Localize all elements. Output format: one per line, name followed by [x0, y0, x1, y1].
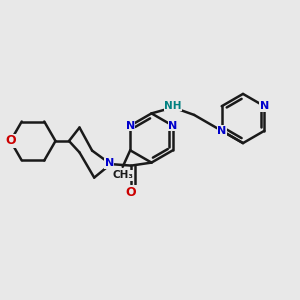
Text: N: N — [126, 121, 135, 131]
Text: CH₃: CH₃ — [112, 170, 133, 180]
Text: N: N — [105, 158, 114, 169]
Text: N: N — [168, 121, 177, 131]
Text: O: O — [5, 134, 16, 148]
Text: O: O — [126, 186, 136, 199]
Text: N: N — [217, 126, 226, 136]
Text: NH: NH — [164, 101, 182, 111]
Text: N: N — [260, 101, 269, 111]
